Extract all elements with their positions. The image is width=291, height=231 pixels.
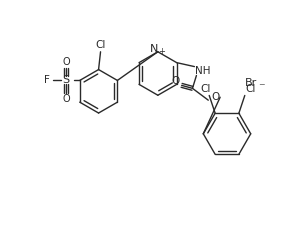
Text: N: N bbox=[150, 44, 158, 54]
Text: O: O bbox=[211, 92, 219, 102]
Text: S: S bbox=[62, 76, 70, 85]
Text: F: F bbox=[44, 76, 50, 85]
Text: O: O bbox=[172, 76, 180, 86]
Text: O: O bbox=[62, 94, 70, 104]
Text: Cl: Cl bbox=[200, 84, 210, 94]
Text: O: O bbox=[62, 57, 70, 67]
Text: +: + bbox=[158, 47, 165, 56]
Text: Cl: Cl bbox=[95, 40, 106, 50]
Text: Br: Br bbox=[245, 78, 257, 88]
Text: ⁻: ⁻ bbox=[258, 81, 265, 94]
Text: Cl: Cl bbox=[246, 84, 256, 94]
Text: NH: NH bbox=[195, 66, 210, 76]
